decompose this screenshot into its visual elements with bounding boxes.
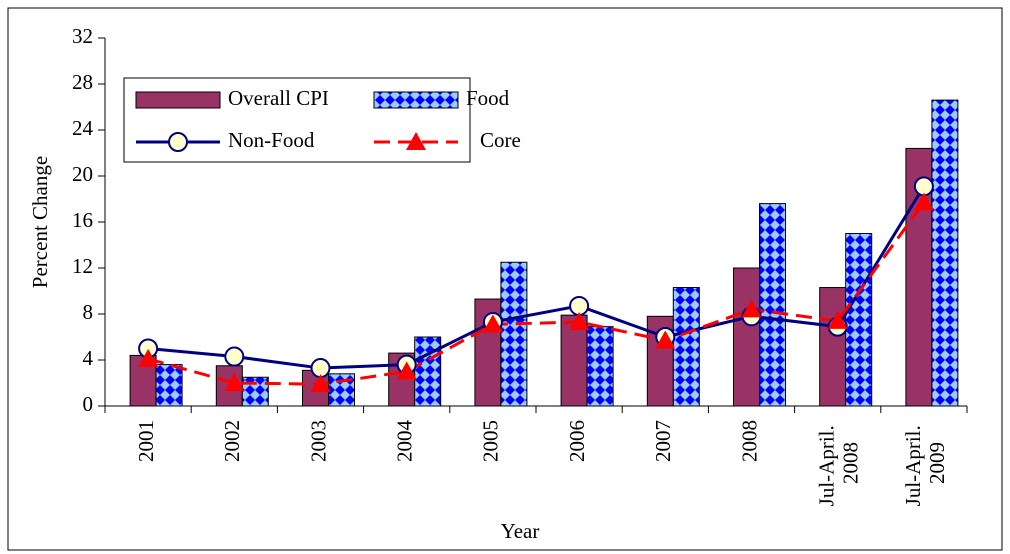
line <box>147 201 926 386</box>
line <box>147 185 926 370</box>
legend-label: Food <box>466 86 510 110</box>
x-tick-label: 2008 <box>737 420 761 462</box>
x-tick-label: 2005 <box>479 420 503 462</box>
x-tick-label: 2002 <box>220 420 244 462</box>
y-tick-label: 4 <box>83 346 94 370</box>
x-tick-label: 2003 <box>306 420 330 462</box>
x-tick-label: 2006 <box>565 420 589 462</box>
bar <box>733 267 760 407</box>
bar <box>500 261 528 407</box>
x-tick-label: Jul-April. 2009 <box>901 420 949 506</box>
x-tick-label: Jul-April. 2008 <box>815 420 863 506</box>
line-marker <box>741 299 762 318</box>
bar <box>759 203 786 407</box>
x-axis-label: Year <box>501 519 540 543</box>
line-marker <box>406 132 426 150</box>
line-marker <box>224 346 245 367</box>
legend-label: Core <box>480 128 521 152</box>
line-marker <box>168 132 188 152</box>
legend-swatch <box>373 91 459 109</box>
x-tick-label: 2007 <box>651 420 675 462</box>
y-tick-label: 24 <box>72 116 94 140</box>
line-marker <box>310 374 331 393</box>
y-axis-label: Percent Change <box>28 156 52 288</box>
bar <box>845 233 873 407</box>
y-tick-label: 20 <box>72 162 93 186</box>
line-marker <box>655 330 676 349</box>
x-tick-label: 2001 <box>134 420 158 462</box>
line-marker <box>569 312 590 331</box>
line-marker <box>224 373 245 391</box>
y-tick-label: 12 <box>72 254 93 278</box>
legend-label: Overall CPI <box>228 86 329 110</box>
bar <box>241 376 269 407</box>
y-tick-label: 0 <box>83 392 94 416</box>
bar <box>560 314 588 407</box>
bar <box>931 99 959 407</box>
y-tick-label: 28 <box>72 70 93 94</box>
bar <box>672 287 700 407</box>
y-tick-label: 32 <box>72 24 93 48</box>
legend-swatch <box>135 91 221 109</box>
legend-label: Non-Food <box>228 128 315 152</box>
y-tick-label: 8 <box>83 300 94 324</box>
x-tick-label: 2004 <box>393 420 417 463</box>
line-marker <box>827 310 848 329</box>
line-marker <box>396 361 417 380</box>
line-marker <box>913 192 934 211</box>
bar <box>414 336 442 407</box>
line-marker <box>482 314 503 333</box>
y-tick-label: 16 <box>72 208 93 232</box>
legend: Overall CPI Food Non-Food Core <box>123 77 521 163</box>
line-marker <box>138 348 159 367</box>
bar <box>155 364 183 407</box>
bar <box>586 326 614 407</box>
bar <box>819 287 847 407</box>
